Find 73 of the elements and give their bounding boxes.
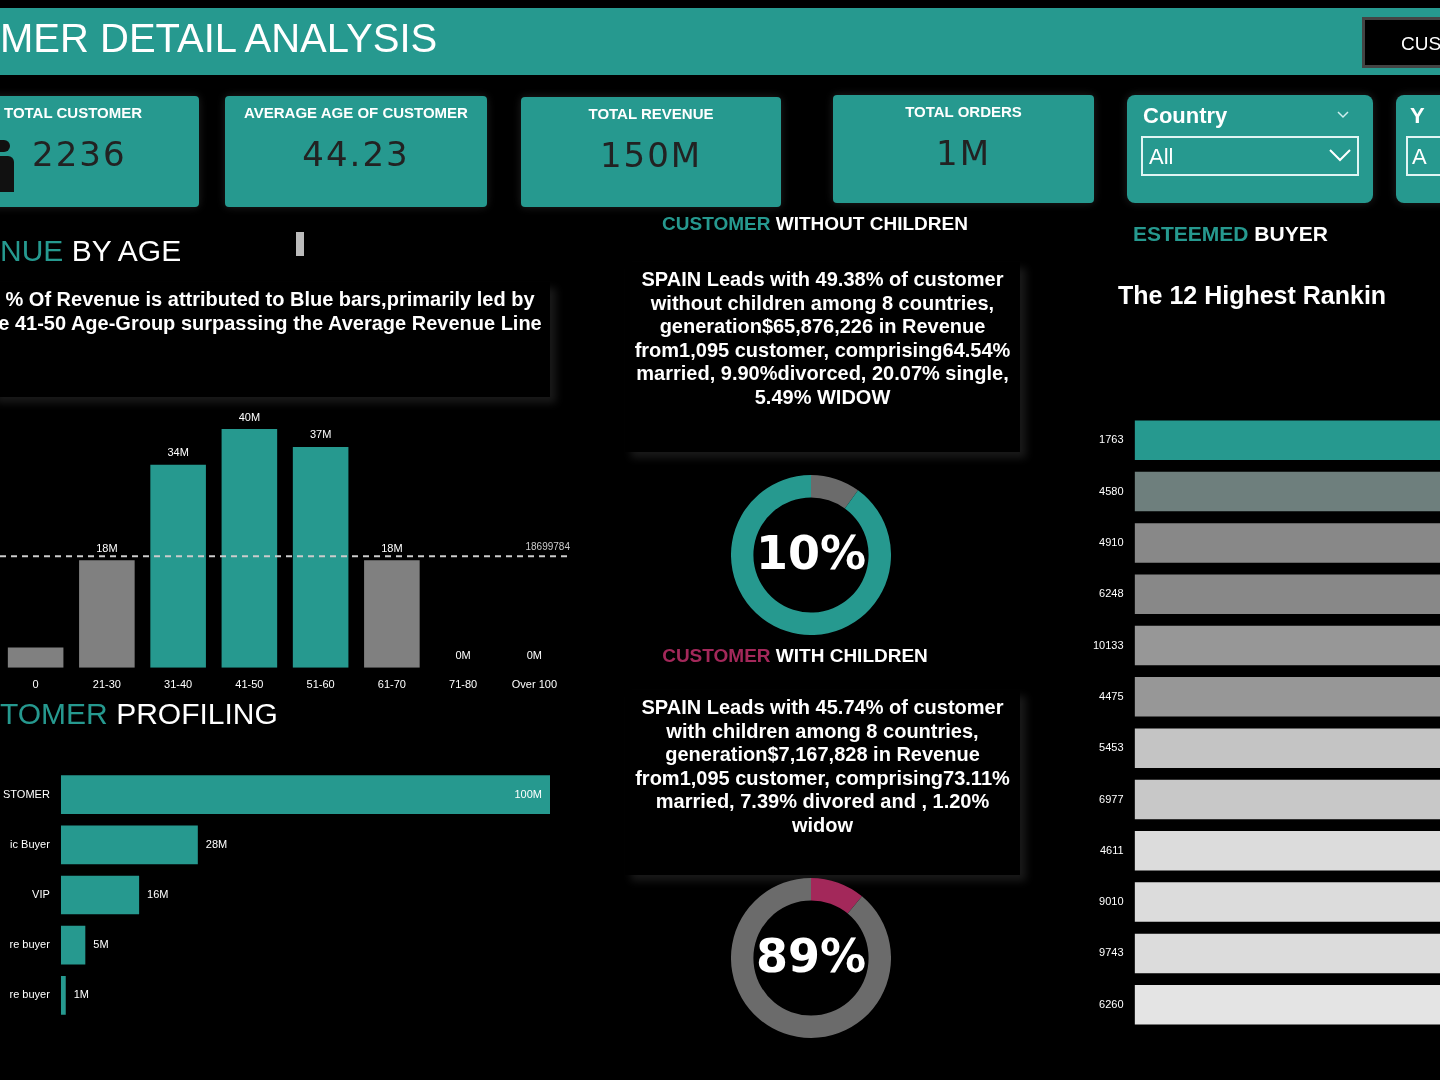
data-label: 0M — [526, 649, 543, 662]
data-label: 40M — [238, 410, 261, 423]
bar — [292, 446, 349, 668]
y-tick-label: 9743 — [1099, 946, 1124, 959]
data-label: 18M — [96, 541, 118, 554]
text: 1M — [935, 133, 992, 173]
bar — [7, 647, 64, 668]
chart-title: TOMER PROFILING — [0, 697, 278, 730]
x-tick-label: 41-50 — [235, 678, 264, 691]
data-label: 18M — [381, 541, 403, 554]
x-tick-label: Over 100 — [511, 678, 557, 691]
chart-subtitle: The 12 Highest Rankin — [1118, 281, 1387, 309]
y-tick-label: 4475 — [1099, 689, 1124, 702]
bar — [221, 429, 278, 668]
x-tick-label: 51-60 — [306, 678, 335, 691]
chart-title: CUSTOMER WITH CHILDREN — [662, 645, 928, 666]
y-tick-label: VIP — [32, 888, 50, 901]
data-label: 28M — [205, 837, 228, 850]
x-tick-label: 21-30 — [92, 678, 121, 691]
text: 150M — [598, 135, 704, 175]
y-tick-label: 6248 — [1099, 587, 1124, 600]
text: TOTAL ORDERS — [904, 103, 1023, 120]
data-label: 0M — [455, 649, 471, 662]
text: TOTAL REVENUE — [587, 105, 715, 122]
bar — [150, 464, 206, 668]
text: Country — [1143, 103, 1228, 129]
bar — [60, 825, 198, 865]
bar — [60, 976, 66, 1015]
bar — [364, 560, 420, 668]
data-label: 37M — [309, 428, 332, 441]
y-tick-label: 4611 — [1099, 843, 1124, 856]
chart-title: NUE BY AGE — [0, 234, 182, 267]
y-tick-label: 5453 — [1099, 741, 1124, 754]
y-tick-label: STOMER — [3, 787, 50, 800]
data-label: 1M — [73, 988, 90, 1001]
text: A — [1412, 144, 1427, 170]
bar — [60, 775, 550, 814]
y-tick-label: 10133 — [1092, 638, 1124, 651]
y-tick-label: 4580 — [1099, 484, 1124, 497]
text: 2236 — [32, 134, 128, 174]
chart-title: CUSTOMER WITHOUT CHILDREN — [662, 213, 968, 234]
chart-title: ESTEEMED BUYER — [1133, 222, 1328, 245]
bar — [60, 875, 140, 915]
text: Y — [1410, 103, 1425, 129]
y-tick-label: 4910 — [1099, 535, 1124, 548]
text: AVERAGE AGE OF CUSTOMER — [243, 104, 469, 121]
x-tick-label: 0 — [32, 678, 39, 691]
ref-line-label: 18699784 — [525, 540, 571, 552]
text: All — [1149, 144, 1174, 170]
data-label: 34M — [167, 446, 189, 459]
text: 89% — [755, 928, 867, 983]
x-tick-label: 31-40 — [164, 678, 193, 691]
x-tick-label: 61-70 — [377, 678, 406, 691]
text: TOTAL CUSTOMER — [4, 104, 144, 121]
bar — [79, 560, 135, 668]
text: 44.23 — [301, 134, 411, 174]
chart-subtitle: SPAIN Leads with 49.38% of customer without children among 8 countries, generation$65,876,226 in Revenue from1,095 customer, comprising64.54% married, 9.90%divorced, 20.07% single, 5.49% WIDOW — [625, 262, 1020, 452]
data-label: 16M — [147, 888, 169, 901]
chart-subtitle: SPAIN Leads with 45.74% of customer with children among 8 countries, generation$7,167,828 in Revenue from1,095 customer, comprising73.11% married, 7.39% divored and , 1.20% widow — [625, 690, 1020, 875]
data-label: 5M — [93, 938, 109, 951]
y-tick-label: 9010 — [1099, 895, 1124, 908]
y-tick-label: 6977 — [1099, 792, 1124, 805]
y-tick-label: re buyer — [9, 938, 51, 951]
x-tick-label: 71-80 — [449, 678, 478, 691]
y-tick-label: 1763 — [1099, 433, 1124, 446]
text: MER DETAIL ANALYSIS — [0, 16, 438, 61]
y-tick-label: re buyer — [9, 988, 51, 1001]
text: CUS — [1401, 33, 1440, 55]
bar — [60, 925, 86, 965]
text: 10% — [755, 525, 867, 580]
data-label: 100M — [514, 787, 542, 800]
y-tick-label: 6260 — [1099, 997, 1124, 1010]
y-tick-label: ic Buyer — [10, 837, 51, 850]
